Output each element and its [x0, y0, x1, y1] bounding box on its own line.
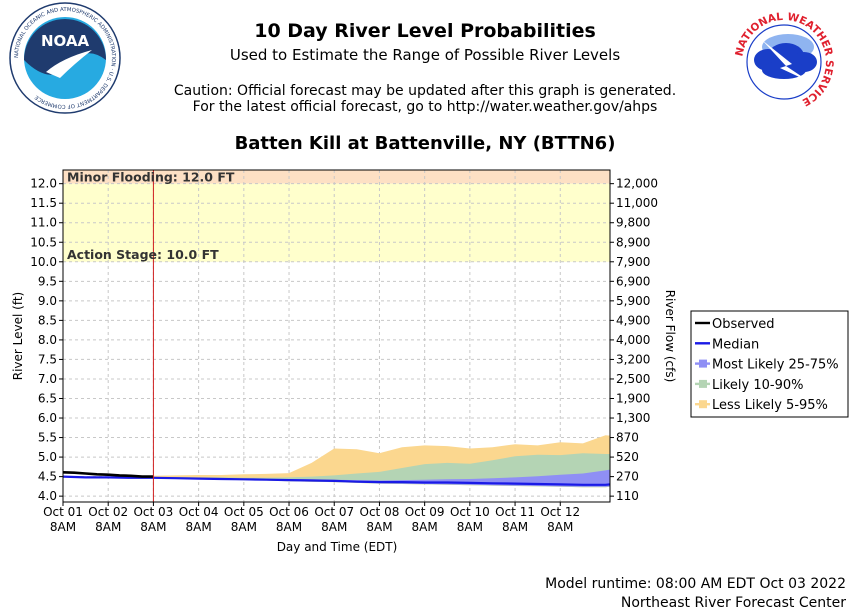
- y2-axis-label: River Flow (cfs): [663, 290, 677, 383]
- y2-tick-label: 110: [616, 489, 639, 503]
- minor-flood-zone: [63, 170, 610, 184]
- y2-tick-label: 12,000: [616, 177, 658, 191]
- y-tick-label: 10.5: [30, 235, 57, 249]
- minor-flood-label: Minor Flooding: 12.0 FT: [67, 170, 235, 185]
- legend-entry: Likely 10-90%: [712, 378, 803, 393]
- x-tick-label: Oct 06: [269, 505, 309, 519]
- legend-entry: Observed: [712, 317, 775, 332]
- y-tick-label: 10.0: [30, 255, 57, 269]
- chart-subtitle: Used to Estimate the Range of Possible R…: [229, 46, 621, 64]
- plot-border: [62, 169, 611, 503]
- x-tick-label: Oct 02: [88, 505, 128, 519]
- caution-line-1: Caution: Official forecast may be update…: [173, 83, 677, 99]
- x-tick-label: Oct 09: [405, 505, 445, 519]
- forecast-center: Northeast River Forecast Center: [620, 595, 846, 611]
- x-axis-label: Day and Time (EDT): [277, 540, 398, 554]
- y-tick-label: 9.5: [38, 274, 57, 288]
- x-tick-label-time: 8AM: [140, 520, 166, 534]
- y-tick-label: 12.0: [30, 177, 57, 191]
- y-tick-label: 4.5: [38, 470, 57, 484]
- median-line: [62, 475, 611, 486]
- x-tick-label-time: 8AM: [412, 520, 438, 534]
- legend: [690, 310, 849, 418]
- noaa-logo: NOAA NATIONAL OCEANIC AND ATMOSPHERIC AD…: [9, 2, 121, 114]
- y2-tick-label: 2,500: [616, 372, 650, 386]
- x-tick-label: Oct 01: [43, 505, 83, 519]
- x-tick-label-time: 8AM: [186, 520, 212, 534]
- y2-tick-label: 11,000: [616, 196, 658, 210]
- y2-tick-label: 1,300: [616, 411, 650, 425]
- x-tick-label: Oct 08: [360, 505, 400, 519]
- x-tick-label: Oct 12: [540, 505, 580, 519]
- x-tick-label: Oct 07: [314, 505, 354, 519]
- y2-tick-label: 3,200: [616, 352, 650, 366]
- observed-line: [62, 471, 154, 478]
- y-tick-label: 11.0: [30, 216, 57, 230]
- x-tick-label-time: 8AM: [502, 520, 528, 534]
- model-runtime: Model runtime: 08:00 AM EDT Oct 03 2022: [545, 576, 846, 592]
- y2-tick-label: 520: [616, 450, 639, 464]
- legend-swatch-box: [699, 359, 707, 368]
- station-title: Batten Kill at Battenville, NY (BTTN6): [234, 133, 616, 154]
- x-tick-label-time: 8AM: [231, 520, 257, 534]
- y-tick-label: 7.0: [38, 372, 57, 386]
- x-tick-label-time: 8AM: [50, 520, 76, 534]
- x-tick-label-time: 8AM: [276, 520, 302, 534]
- legend-swatch-box: [699, 400, 707, 409]
- y-tick-label: 6.5: [38, 391, 57, 405]
- caution-line-2: For the latest official forecast, go to …: [192, 99, 658, 115]
- legend-swatch-box: [699, 379, 707, 388]
- y2-tick-label: 4,900: [616, 313, 650, 327]
- chart-title: 10 Day River Level Probabilities: [254, 20, 596, 42]
- x-tick-label-time: 8AM: [95, 520, 121, 534]
- y2-tick-label: 8,900: [616, 235, 650, 249]
- y2-tick-label: 9,800: [616, 216, 650, 230]
- y-tick-label: 8.0: [38, 333, 57, 347]
- y2-tick-label: 4,000: [616, 333, 650, 347]
- y-tick-label: 11.5: [30, 196, 57, 210]
- x-tick-label-time: 8AM: [457, 520, 483, 534]
- x-tick-label: Oct 11: [495, 505, 535, 519]
- y2-tick-label: 5,900: [616, 294, 650, 308]
- x-tick-label-time: 8AM: [547, 520, 573, 534]
- x-tick-label: Oct 05: [224, 505, 264, 519]
- y2-tick-label: 870: [616, 431, 639, 445]
- legend-entry: Median: [712, 337, 759, 352]
- action-stage-label: Action Stage: 10.0 FT: [67, 247, 219, 262]
- plot-area: Minor Flooding: 12.0 FT Action Stage: 10.…: [11, 169, 849, 554]
- noaa-logo-text: NOAA: [41, 32, 90, 50]
- x-tick-label-time: 8AM: [366, 520, 392, 534]
- x-tick-label: Oct 03: [133, 505, 173, 519]
- legend-entry: Most Likely 25-75%: [712, 358, 839, 373]
- x-tick-label-time: 8AM: [321, 520, 347, 534]
- y-tick-label: 8.5: [38, 313, 57, 327]
- x-tick-label: Oct 04: [179, 505, 219, 519]
- y-tick-label: 9.0: [38, 294, 57, 308]
- y-tick-label: 5.5: [38, 431, 57, 445]
- y-tick-label: 7.5: [38, 352, 57, 366]
- y-axis-label: River Level (ft): [11, 292, 25, 380]
- y-tick-label: 5.0: [38, 450, 57, 464]
- y2-tick-label: 7,900: [616, 255, 650, 269]
- y2-tick-label: 1,900: [616, 391, 650, 405]
- x-tick-label: Oct 10: [450, 505, 490, 519]
- y-tick-label: 6.0: [38, 411, 57, 425]
- legend-entry: Less Likely 5-95%: [712, 398, 828, 413]
- y-tick-label: 4.0: [38, 489, 57, 503]
- y2-tick-label: 270: [616, 470, 639, 484]
- y2-tick-label: 6,900: [616, 274, 650, 288]
